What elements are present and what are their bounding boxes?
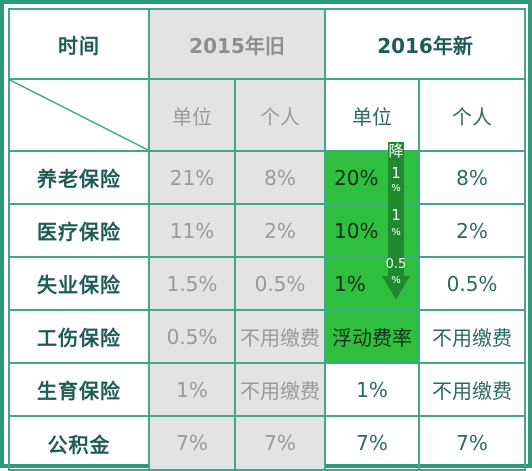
table-row: 公积金 7% 7% 7% 7%: [8, 415, 527, 471]
old-unit-rate: 11%: [148, 203, 236, 258]
decrease-value-pension: 1: [391, 164, 401, 182]
decrease-arrow: 降 1 % 1 % 0.5 %: [381, 140, 411, 302]
insurance-rate-table: 时间 2015年旧 2016年新 单位 个人 单位 个人 养老保险 21% 8%…: [8, 8, 527, 471]
diagonal-line: [11, 81, 147, 149]
table-row: 失业保险 1.5% 0.5% 1% 0.5%: [8, 256, 527, 311]
new-unit-rate-value: 20%: [334, 165, 379, 190]
table-row: 养老保险 21% 8% 20% 8%: [8, 150, 527, 205]
new-person-header: 个人: [418, 78, 527, 152]
old-person-rate: 不用缴费: [233, 309, 327, 364]
down-arrow-icon: [382, 142, 410, 300]
new-unit-rate: 1%: [324, 362, 421, 417]
table-row: 工伤保险 0.5% 不用缴费 浮动费率 不用缴费: [8, 309, 527, 364]
new-person-rate: 7%: [418, 415, 527, 471]
decrease-value-unemployment: 0.5: [385, 257, 407, 272]
row-label: 工伤保险: [8, 309, 150, 364]
table-row: 生育保险 1% 不用缴费 1% 不用缴费: [8, 362, 527, 417]
old-year-header: 2015年旧: [147, 8, 327, 80]
new-unit-header: 单位: [324, 78, 421, 152]
old-unit-header: 单位: [148, 78, 236, 152]
header-row: 时间 2015年旧 2016年新: [8, 8, 527, 80]
row-label: 养老保险: [8, 150, 150, 205]
row-label: 生育保险: [8, 362, 150, 417]
new-unit-rate-value: 10%: [334, 218, 379, 243]
new-unit-rate-value: 1%: [334, 271, 366, 296]
subheader-row: 单位 个人 单位 个人: [8, 78, 527, 152]
row-label: 公积金: [8, 415, 150, 471]
decrease-value-medical: 1: [391, 206, 401, 224]
new-year-header: 2016年新: [324, 8, 527, 80]
old-person-rate: 不用缴费: [233, 362, 327, 417]
time-header: 时间: [8, 8, 150, 80]
new-person-rate: 0.5%: [418, 256, 527, 311]
old-person-header: 个人: [233, 78, 327, 152]
new-unit-rate: 浮动费率: [324, 309, 421, 364]
new-person-rate: 2%: [418, 203, 527, 258]
diagonal-corner-cell: [8, 78, 150, 152]
new-person-rate: 不用缴费: [418, 309, 527, 364]
new-person-rate: 不用缴费: [418, 362, 527, 417]
old-unit-rate: 7%: [148, 415, 236, 471]
old-unit-rate: 1%: [148, 362, 236, 417]
new-unit-rate: 7%: [324, 415, 421, 471]
old-unit-rate: 0.5%: [148, 309, 236, 364]
old-person-rate: 8%: [233, 150, 327, 205]
old-unit-rate: 21%: [148, 150, 236, 205]
decrease-label: 降: [388, 142, 404, 160]
old-person-rate: 7%: [233, 415, 327, 471]
row-label: 失业保险: [8, 256, 150, 311]
row-label: 医疗保险: [8, 203, 150, 258]
decrease-unit-medical: %: [391, 227, 401, 238]
old-unit-rate: 1.5%: [148, 256, 236, 311]
decrease-unit-pension: %: [391, 183, 401, 194]
table-row: 医疗保险 11% 2% 10% 2%: [8, 203, 527, 258]
old-person-rate: 2%: [233, 203, 327, 258]
old-person-rate: 0.5%: [233, 256, 327, 311]
decrease-unit-unemployment: %: [391, 275, 401, 286]
new-person-rate: 8%: [418, 150, 527, 205]
